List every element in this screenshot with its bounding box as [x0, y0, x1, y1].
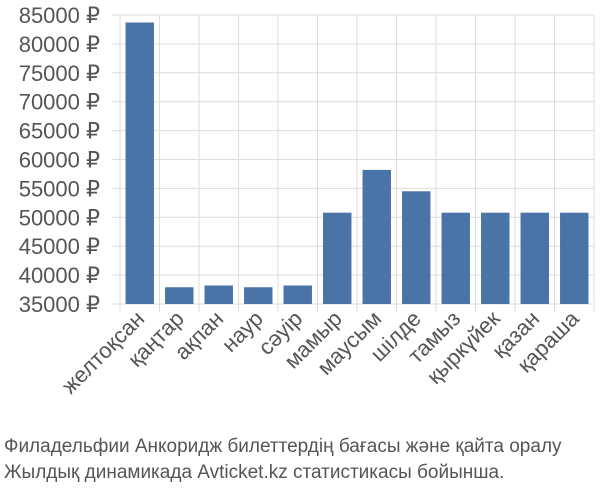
y-tick-label: 35000 ₽ — [19, 292, 100, 317]
y-tick-label: 50000 ₽ — [19, 205, 100, 230]
bar-11 — [560, 212, 589, 304]
bar-0 — [125, 22, 154, 304]
bar-10 — [520, 212, 549, 304]
y-tick-label: 80000 ₽ — [19, 32, 100, 57]
bar-4 — [283, 285, 312, 304]
bar-7 — [402, 191, 431, 304]
y-tick-label: 55000 ₽ — [19, 176, 100, 201]
y-tick-label: 45000 ₽ — [19, 234, 100, 259]
bars — [125, 22, 589, 304]
bar-1 — [165, 287, 194, 304]
caption-line-1: Филадельфии Анкоридж билеттердің бағасы … — [4, 436, 562, 457]
y-tick-label: 85000 ₽ — [19, 3, 100, 28]
y-tick-label: 70000 ₽ — [19, 90, 100, 115]
grid-lines — [112, 14, 595, 312]
bar-5 — [323, 212, 352, 304]
bar-3 — [244, 287, 273, 304]
bar-6 — [362, 169, 391, 304]
bar-8 — [441, 212, 470, 304]
y-tick-label: 40000 ₽ — [19, 263, 100, 288]
y-tick-label: 65000 ₽ — [19, 119, 100, 144]
bar-9 — [481, 212, 510, 304]
x-axis: желтоқсанқаңтарақпаннаурсәуірмамырмаусым… — [57, 305, 585, 398]
bar-2 — [204, 285, 233, 304]
caption-line-2: Жылдық динамикада Avticket.kz статистика… — [4, 462, 505, 483]
y-tick-label: 75000 ₽ — [19, 61, 100, 86]
y-axis: 35000 ₽ 40000 ₽ 45000 ₽ 50000 ₽ 55000 ₽ 60000… — [19, 3, 100, 317]
y-tick-label: 60000 ₽ — [19, 148, 100, 173]
